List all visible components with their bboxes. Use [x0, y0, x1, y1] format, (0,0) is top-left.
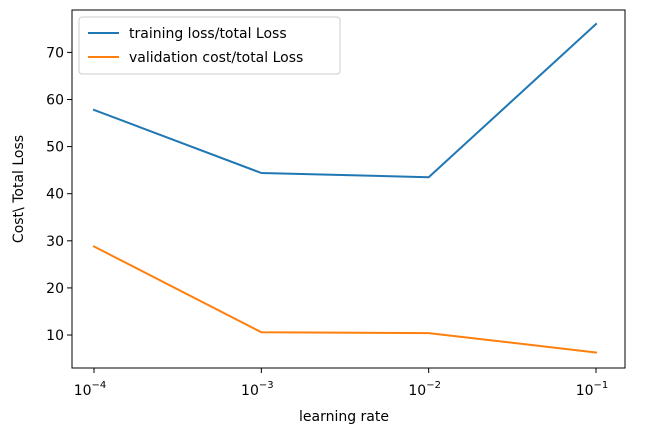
x-axis-label: learning rate: [299, 409, 389, 425]
x-tick-label: 10−4: [74, 380, 107, 399]
series-line-0: [92, 22, 598, 179]
series-layer: [92, 22, 598, 354]
legend-box: [78, 16, 341, 75]
y-axis-label: Cost\ Total Loss: [11, 135, 27, 243]
y-axis: 10 20 30 40 50 60 70: [46, 45, 72, 344]
legend-label-validation-cost: validation cost/total Loss: [129, 50, 303, 66]
x-tick-label: 10−3: [241, 380, 274, 399]
y-tick-label: 60: [46, 93, 64, 109]
legend-label-training-loss: training loss/total Loss: [129, 26, 287, 42]
y-tick-label: 70: [46, 45, 64, 61]
y-tick-label: 40: [46, 187, 64, 203]
series-line-1: [92, 245, 598, 354]
y-tick-label: 30: [46, 234, 64, 250]
y-tick-label: 50: [46, 140, 64, 156]
x-tick-label: 10−2: [408, 380, 441, 399]
x-tick-label: 10−1: [576, 380, 609, 399]
y-tick-label: 20: [46, 281, 64, 297]
legend: training loss/total Loss validation cost…: [78, 16, 341, 75]
x-axis: 10−4 10−3 10−2 10−1: [74, 368, 609, 399]
y-tick-label: 10: [46, 328, 64, 344]
